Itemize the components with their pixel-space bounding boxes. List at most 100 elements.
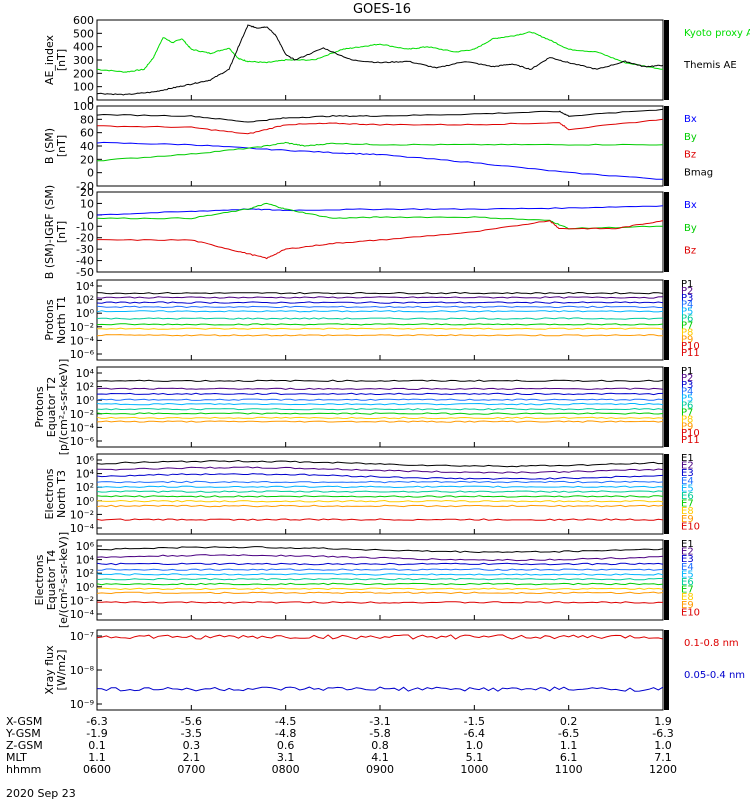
y-axis-label: Protons (43, 299, 56, 340)
legend-e2: E2 (681, 547, 694, 558)
y-tick-label: 0 (87, 167, 94, 180)
footer-value: 1.1 (88, 751, 106, 764)
y-axis-label: [W/m2] (55, 650, 68, 691)
legend-p7: P7 (681, 320, 693, 331)
y-tick-label: -20 (76, 232, 94, 245)
footer-value: -5.6 (181, 715, 202, 728)
panel-edge-bar (664, 280, 669, 360)
y-tick-label: 10⁴ (76, 468, 95, 481)
footer-value: -6.3 (86, 715, 107, 728)
legend-e6: E6 (681, 491, 694, 502)
series-e7 (96, 495, 664, 498)
y-tick-label: 10⁰ (76, 307, 95, 320)
legend-e3: E3 (681, 554, 694, 565)
y-axis-label: [nT] (55, 135, 68, 157)
series-p3 (96, 301, 664, 304)
y-tick-label: 10⁰ (76, 394, 95, 407)
y-tick-label: 400 (73, 41, 94, 54)
y-axis-label: Electrons (33, 554, 46, 605)
legend-p1: P1 (681, 366, 693, 377)
y-tick-label: 10² (76, 481, 94, 494)
series-e6 (96, 490, 664, 493)
y-axis-label: Equator T2 (45, 377, 58, 437)
legend-e2: E2 (681, 461, 694, 472)
y-tick-label: 10⁻⁴ (70, 421, 95, 434)
footer-label: MLT (6, 751, 27, 764)
y-tick-label: 10 (80, 197, 94, 210)
series-e3 (96, 562, 664, 566)
y-tick-label: 20 (80, 153, 94, 166)
series-0-1-0-8-nm (96, 634, 664, 640)
footer-value: -1.5 (464, 715, 485, 728)
y-tick-label: -50 (76, 266, 94, 279)
series-e8 (96, 499, 664, 503)
y-tick-label: -30 (76, 243, 94, 256)
series-p6 (96, 407, 664, 411)
footer-value: 5.1 (466, 751, 484, 764)
legend-entry: Bz (684, 246, 696, 257)
y-tick-label: 10⁻² (70, 408, 94, 421)
legend-entry: Bz (684, 150, 696, 161)
footer-value: -1.9 (86, 727, 107, 740)
legend-p2: P2 (681, 373, 693, 384)
series-p9 (96, 420, 664, 423)
y-tick-label: 10⁴ (76, 554, 95, 567)
legend-entry: Kyoto proxy AE (684, 28, 750, 39)
y-tick-label: 10² (76, 567, 94, 580)
footer-value: 2.1 (183, 751, 201, 764)
series-themis-ae (96, 24, 664, 96)
footer-value: -3.1 (369, 715, 390, 728)
y-tick-label: 80 (80, 113, 94, 126)
y-tick-label: 10⁻⁷ (70, 630, 94, 643)
legend-p8: P8 (681, 414, 693, 425)
series-p1 (96, 291, 664, 295)
y-axis-label: Electrons (43, 468, 56, 519)
y-axis-label: [nT] (55, 221, 68, 243)
series-e1 (96, 459, 664, 468)
panel-edge-bar (664, 540, 669, 620)
legend-e7: E7 (681, 585, 694, 596)
series-e4 (96, 568, 664, 571)
series-p1 (96, 379, 664, 383)
panel-edge-bar (664, 106, 669, 186)
legend-p10: P10 (681, 341, 700, 352)
y-tick-label: 10⁶ (76, 454, 95, 467)
series-p2 (96, 387, 664, 391)
legend-p7: P7 (681, 407, 693, 418)
footer-value: -6.4 (464, 727, 485, 740)
series-e7 (96, 582, 664, 586)
legend-e1: E1 (681, 453, 694, 464)
legend-e1: E1 (681, 539, 694, 550)
footer-value: -6.5 (558, 727, 579, 740)
y-tick-label: 10⁴ (76, 280, 95, 293)
y-axis-label: [p/(cm²-s-sr-keV)] (57, 359, 70, 456)
legend-p10: P10 (681, 428, 700, 439)
series-bz (97, 220, 664, 260)
legend-p11: P11 (681, 435, 700, 446)
y-axis-label: Equator T4 (45, 550, 58, 610)
y-axis-label: Xray flux (43, 645, 56, 695)
y-tick-label: 10⁰ (76, 495, 95, 508)
y-tick-label: 500 (73, 27, 94, 40)
series-e1 (96, 546, 664, 554)
footer-value: -4.5 (275, 715, 296, 728)
legend-p5: P5 (681, 307, 693, 318)
legend-e8: E8 (681, 506, 694, 517)
legend-entry: Themis AE (683, 60, 737, 71)
legend-p6: P6 (681, 314, 693, 325)
series-e9 (96, 504, 664, 508)
legend-p6: P6 (681, 401, 693, 412)
y-tick-label: 100 (73, 100, 94, 113)
legend-entry: By (684, 223, 697, 234)
series-e9 (96, 591, 664, 595)
footer-value: -6.3 (652, 727, 673, 740)
footer-value: 0.6 (277, 739, 295, 752)
y-axis-label: Protons (33, 386, 46, 427)
footer-value: 1.9 (654, 715, 672, 728)
y-tick-label: 10² (76, 381, 94, 394)
series-p2 (96, 296, 664, 299)
